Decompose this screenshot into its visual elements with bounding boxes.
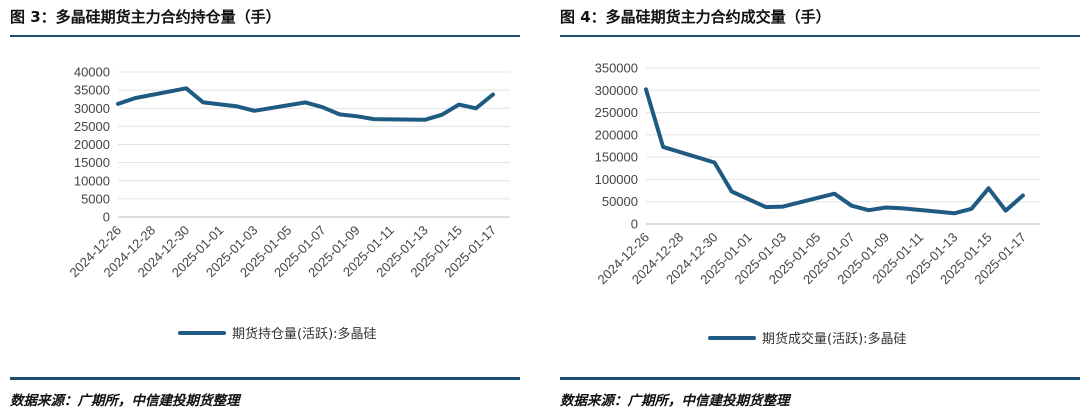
y-tick-label: 5000 — [81, 191, 110, 206]
y-tick-label: 40000 — [74, 65, 110, 80]
y-tick-label: 10000 — [74, 173, 110, 188]
figure-3-chart: 0 5000 10000 15000 20000 25000 30000 35000 40000… — [66, 65, 510, 342]
y-tick-label: 300000 — [595, 83, 638, 98]
y-tick-label: 20000 — [74, 137, 110, 152]
figure-4-source: 数据来源：广期所，中信建投期货整理 — [560, 393, 790, 409]
series-line — [116, 86, 495, 122]
y-tick-label: 30000 — [74, 101, 110, 116]
figure-3-top-rule — [10, 35, 520, 37]
y-tick-label: 250000 — [595, 105, 638, 120]
y-tick-label: 200000 — [595, 127, 638, 142]
y-tick-label: 100000 — [595, 172, 638, 187]
legend-label: 期货持仓量(活跃):多晶硅 — [232, 326, 377, 342]
figure-4-chart: 0 50000 100000 150000 200000 250000 300000 3500… — [594, 61, 1040, 347]
y-tick-label: 0 — [631, 217, 638, 232]
figure-4-panel: 图 4：多晶硅期货主力合约成交量（手） 0 50000 100000 150000 20… — [560, 0, 1080, 420]
figure-3-panel: 图 3：多晶硅期货主力合约持仓量（手） 0 5000 10000 15000 20000… — [10, 0, 530, 420]
y-tick-label: 0 — [103, 210, 110, 225]
figure-4-bottom-rule — [560, 377, 1080, 380]
series-line — [644, 87, 1025, 216]
y-tick-label: 50000 — [602, 194, 638, 209]
figure-3-title: 图 3：多晶硅期货主力合约持仓量（手） — [10, 8, 281, 26]
y-tick-label: 350000 — [595, 61, 638, 76]
figure-3-bottom-rule — [10, 377, 520, 380]
figure-4-top-rule — [560, 35, 1080, 37]
y-tick-label: 25000 — [74, 119, 110, 134]
y-tick-label: 150000 — [595, 150, 638, 165]
y-tick-label: 35000 — [74, 83, 110, 98]
figure-4-title: 图 4：多晶硅期货主力合约成交量（手） — [560, 8, 831, 26]
legend-label: 期货成交量(活跃):多晶硅 — [762, 331, 907, 347]
figure-3-source: 数据来源：广期所，中信建投期货整理 — [10, 393, 240, 409]
y-tick-label: 15000 — [74, 155, 110, 170]
